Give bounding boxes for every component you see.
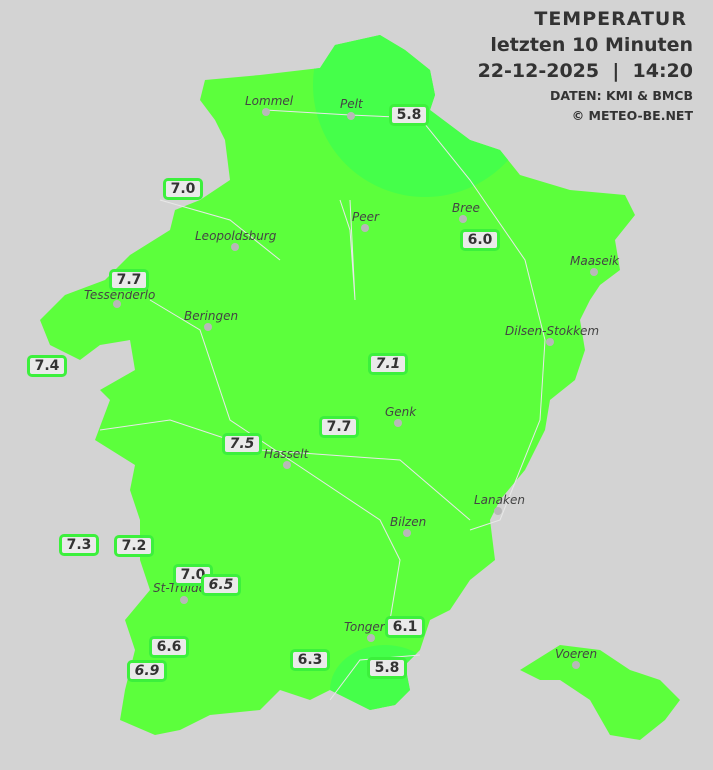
temperature-label[interactable]: 6.3 (290, 649, 330, 671)
voeren-region (520, 645, 680, 740)
city-dot (347, 112, 355, 120)
city-dot (361, 224, 369, 232)
city-label: Lanaken (474, 493, 525, 507)
temperature-label[interactable]: 6.5 (201, 574, 241, 596)
city-dot (262, 108, 270, 116)
city-dot (590, 268, 598, 276)
temperature-label[interactable]: 6.1 (385, 616, 425, 638)
copyright: © METEO-BE.NET (571, 108, 693, 123)
temperature-label[interactable]: 7.5 (222, 433, 262, 455)
temperature-label[interactable]: 7.7 (109, 269, 149, 291)
temperature-label[interactable]: 6.9 (127, 660, 167, 682)
city-label: Peer (352, 210, 379, 224)
city-label: Bilzen (390, 515, 427, 529)
map-title: TEMPERATUR (534, 8, 687, 30)
data-source: DATEN: KMI & BMCB (549, 88, 693, 103)
temperature-label[interactable]: 7.3 (59, 534, 99, 556)
city-label: Beringen (184, 309, 239, 323)
city-dot (494, 507, 502, 515)
temperature-label[interactable]: 6.0 (460, 229, 500, 251)
city-dot (231, 243, 239, 251)
city-dot (394, 419, 402, 427)
city-label: Bree (452, 201, 480, 215)
city-label: Pelt (340, 97, 363, 111)
temperature-label[interactable]: 6.6 (149, 636, 189, 658)
temperature-label[interactable]: 7.1 (368, 353, 408, 375)
city-dot (367, 634, 375, 642)
city-dot (204, 323, 212, 331)
city-dot (113, 300, 121, 308)
city-label: Dilsen-Stokkem (505, 324, 600, 338)
city-label: Genk (385, 405, 417, 419)
limburg-region (40, 35, 635, 735)
city-label: Lommel (245, 94, 294, 108)
temperature-label[interactable]: 7.4 (27, 355, 67, 377)
city-dot (572, 661, 580, 669)
city-label: Tessenderlo (84, 288, 156, 302)
temperature-label[interactable]: 7.7 (319, 416, 359, 438)
city-label: Maaseik (570, 254, 619, 268)
city-dot (403, 529, 411, 537)
city-dot (546, 338, 554, 346)
temperature-label[interactable]: 5.8 (367, 657, 407, 679)
city-label: Voeren (555, 647, 598, 661)
temperature-label[interactable]: 7.2 (114, 535, 154, 557)
city-dot (459, 215, 467, 223)
city-label: Hasselt (264, 447, 309, 461)
temperature-label[interactable]: 5.8 (389, 104, 429, 126)
map-datetime: 22-12-2025 | 14:20 (477, 60, 693, 82)
temperature-label[interactable]: 7.0 (163, 178, 203, 200)
city-label: Leopoldsburg (195, 229, 277, 243)
map-subtitle: letzten 10 Minuten (490, 34, 693, 56)
city-dot (283, 461, 291, 469)
city-dot (180, 596, 188, 604)
